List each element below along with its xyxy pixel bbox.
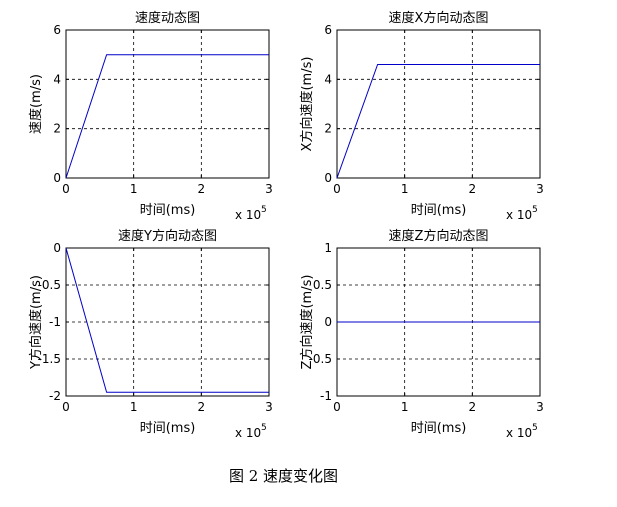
subplot-title: 速度Y方向动态图 xyxy=(118,228,217,244)
y-axis-label: Y方向速度(m/s) xyxy=(28,275,44,370)
x-multiplier-exponent: 5 xyxy=(532,205,538,215)
x-multiplier-exponent: 5 xyxy=(261,423,267,433)
x-tick-label: 1 xyxy=(401,400,409,414)
x-tick-label: 0 xyxy=(333,400,341,414)
x-multiplier-label: x 10 xyxy=(235,208,261,222)
y-tick-label: 2 xyxy=(324,122,332,136)
x-tick-label: 0 xyxy=(62,400,70,414)
series-line xyxy=(65,247,269,393)
y-tick-label: 0 xyxy=(53,171,61,185)
x-tick-label: 1 xyxy=(130,182,138,196)
y-tick-label: -0.5 xyxy=(309,352,332,366)
y-tick-label: 0.5 xyxy=(313,278,332,292)
x-tick-label: 2 xyxy=(469,400,477,414)
x-tick-label: 3 xyxy=(265,400,273,414)
x-axis-label: 时间(ms) xyxy=(411,203,467,218)
y-tick-label: -1.5 xyxy=(38,352,61,366)
y-axis-label: Z方向速度(m/s) xyxy=(299,275,315,370)
x-multiplier-exponent: 5 xyxy=(261,205,267,215)
y-tick-label: 0 xyxy=(53,241,61,255)
subplot-title: 速度Z方向动态图 xyxy=(389,228,489,244)
series-line xyxy=(65,54,269,179)
x-tick-label: 2 xyxy=(198,400,206,414)
y-tick-label: -1 xyxy=(49,315,61,329)
x-axis-label: 时间(ms) xyxy=(140,421,196,436)
x-multiplier-label: x 10 xyxy=(506,426,532,440)
x-multiplier-exponent: 5 xyxy=(532,423,538,433)
y-tick-label: -1 xyxy=(320,389,332,403)
subplot-title: 速度X方向动态图 xyxy=(389,10,489,26)
y-tick-label: 0 xyxy=(324,171,332,185)
plot-frame xyxy=(336,29,541,179)
plot-frame xyxy=(65,29,270,179)
y-tick-label: 0 xyxy=(324,315,332,329)
y-tick-label: 2 xyxy=(53,122,61,136)
y-tick-label: 4 xyxy=(324,72,332,86)
x-tick-label: 0 xyxy=(62,182,70,196)
y-tick-label: 6 xyxy=(324,23,332,37)
y-tick-label: -2 xyxy=(49,389,61,403)
y-tick-label: 6 xyxy=(53,23,61,37)
series-line xyxy=(336,64,540,179)
x-tick-label: 3 xyxy=(536,400,544,414)
x-tick-label: 2 xyxy=(198,182,206,196)
x-tick-label: 3 xyxy=(536,182,544,196)
x-tick-label: 1 xyxy=(130,400,138,414)
y-tick-label: -0.5 xyxy=(38,278,61,292)
figure-caption: 图 2 速度变化图 xyxy=(228,467,339,485)
x-tick-label: 3 xyxy=(265,182,273,196)
y-axis-label: 速度(m/s) xyxy=(28,74,44,134)
x-tick-label: 1 xyxy=(401,182,409,196)
x-axis-label: 时间(ms) xyxy=(140,203,196,218)
x-tick-label: 2 xyxy=(469,182,477,196)
x-tick-label: 0 xyxy=(333,182,341,196)
y-tick-label: 4 xyxy=(53,72,61,86)
y-tick-label: 1 xyxy=(324,241,332,255)
subplot-title: 速度动态图 xyxy=(135,10,200,26)
x-axis-label: 时间(ms) xyxy=(411,421,467,436)
y-axis-label: X方向速度(m/s) xyxy=(299,57,315,152)
x-multiplier-label: x 10 xyxy=(235,426,261,440)
x-multiplier-label: x 10 xyxy=(506,208,532,222)
